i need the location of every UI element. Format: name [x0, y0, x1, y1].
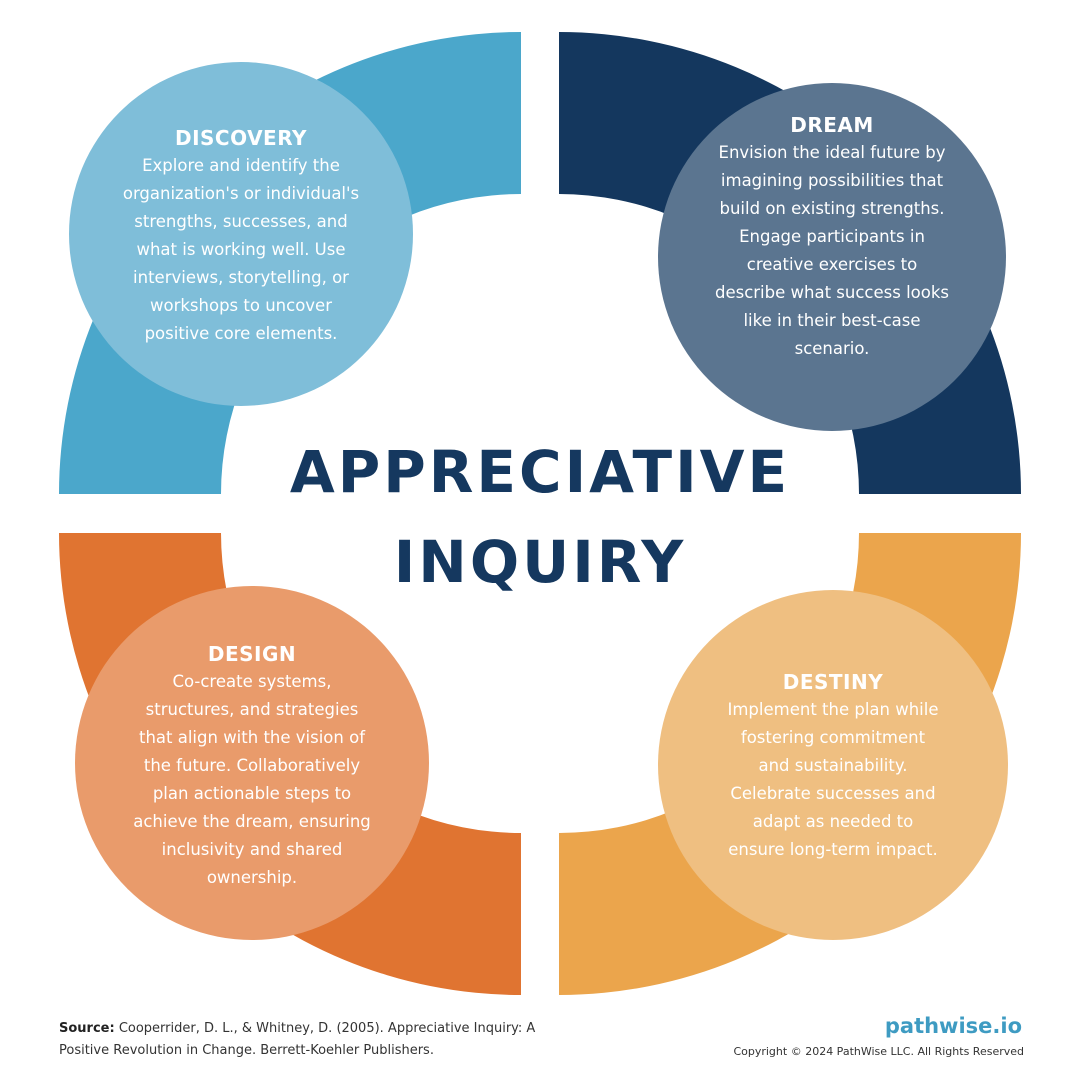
- phase-description: Implement the plan while fostering commit…: [727, 696, 938, 864]
- description-line: ensure long-term impact.: [728, 840, 938, 859]
- description-line: structures, and strategies: [145, 700, 359, 719]
- description-line: achieve the dream, ensuring: [133, 812, 371, 831]
- brand-logo: pathwise.io: [884, 1014, 1022, 1038]
- description-line: build on existing strengths.: [719, 199, 945, 218]
- description-line: the future. Collaboratively: [143, 756, 361, 775]
- description-line: creative exercises to: [746, 255, 918, 274]
- description-line: interviews, storytelling, or: [133, 268, 349, 287]
- description-line: Implement the plan while: [727, 700, 939, 719]
- description-line: describe what success looks: [714, 283, 950, 302]
- design-circle: DESIGN Co-create systems, structures, and…: [75, 586, 429, 940]
- description-line: that align with the vision of: [138, 728, 365, 747]
- description-line: workshops to uncover: [150, 296, 332, 315]
- dream-circle: DREAM Envision the ideal future by imagin…: [658, 83, 1006, 431]
- discovery-circle: DISCOVERY Explore and identify the organi…: [69, 62, 413, 406]
- description-line: positive core elements.: [144, 324, 338, 343]
- destiny-circle: DESTINY Implement the plan while fosterin…: [658, 590, 1008, 940]
- description-line: inclusivity and shared: [161, 840, 343, 859]
- description-line: Engage participants in: [739, 227, 925, 246]
- description-line: imagining possibilities that: [720, 171, 944, 190]
- source-text-2: Positive Revolution in Change. Berrett-K…: [59, 1043, 434, 1058]
- description-line: fostering commitment: [740, 728, 926, 747]
- description-line: like in their best-case: [743, 311, 921, 330]
- description-line: scenario.: [794, 339, 870, 358]
- phase-description: Co-create systems, structures, and strate…: [133, 668, 371, 892]
- copyright: Copyright © 2024 PathWise LLC. All Right…: [733, 1045, 1024, 1058]
- phase-title: DESTINY: [782, 670, 884, 694]
- phase-title: DISCOVERY: [174, 126, 308, 150]
- phase-title: DESIGN: [207, 642, 297, 666]
- description-line: Celebrate successes and: [730, 784, 936, 803]
- description-line: ownership.: [206, 868, 298, 887]
- phase-description: Explore and identify the organization's o…: [123, 152, 359, 348]
- description-line: adapt as needed to: [752, 812, 914, 831]
- source-label: Source:: [59, 1021, 115, 1036]
- title-line-1: APPRECIATIVE: [289, 438, 791, 506]
- description-line: organization's or individual's: [122, 184, 360, 203]
- phase-description: Envision the ideal future by imagining po…: [715, 139, 949, 363]
- description-line: Co-create systems,: [172, 672, 332, 691]
- description-line: strengths, successes, and: [134, 212, 348, 231]
- source-text-1: Cooperrider, D. L., & Whitney, D. (2005)…: [114, 1021, 536, 1036]
- description-line: what is working well. Use: [136, 240, 346, 259]
- phase-title: DREAM: [790, 113, 874, 137]
- source-citation: Source: Cooperrider, D. L., & Whitney, D…: [59, 1018, 535, 1062]
- description-line: and sustainability.: [758, 756, 908, 775]
- title-line-2: INQUIRY: [393, 528, 687, 596]
- description-line: plan actionable steps to: [152, 784, 352, 803]
- description-line: Envision the ideal future by: [718, 143, 946, 162]
- description-line: Explore and identify the: [142, 156, 340, 175]
